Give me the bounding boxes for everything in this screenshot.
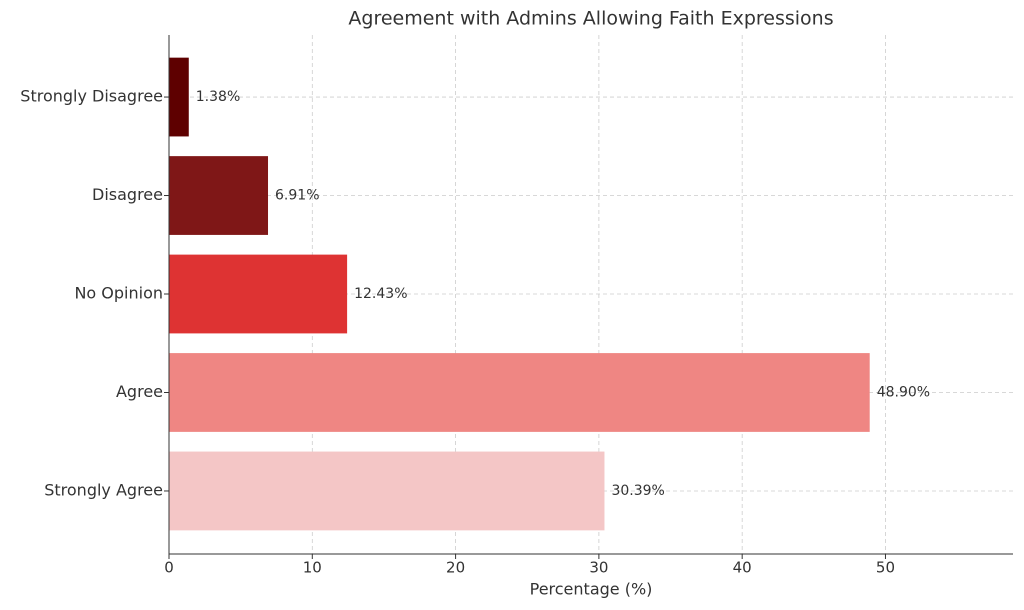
y-tick-label: Strongly Disagree (20, 87, 163, 106)
chart-title: Agreement with Admins Allowing Faith Exp… (348, 8, 833, 30)
x-tick-label: 40 (733, 559, 752, 577)
bar (169, 254, 348, 334)
bar (169, 353, 870, 432)
x-tick-label: 20 (446, 559, 465, 577)
value-label: 48.90% (877, 384, 930, 400)
bar (169, 57, 189, 137)
x-tick-label: 0 (164, 559, 174, 577)
value-label: 1.38% (196, 89, 240, 105)
value-label: 12.43% (354, 286, 407, 302)
bar (169, 156, 269, 235)
x-tick-label: 30 (589, 559, 608, 577)
x-tick-label: 50 (876, 559, 895, 577)
bar (169, 451, 605, 531)
y-tick-label: No Opinion (74, 284, 163, 303)
value-label: 30.39% (611, 483, 664, 499)
y-tick-label: Disagree (92, 185, 163, 204)
x-tick-label: 10 (303, 559, 322, 577)
value-label: 6.91% (275, 188, 319, 204)
y-tick-label: Strongly Agree (44, 480, 163, 499)
x-axis-label: Percentage (%) (530, 580, 653, 599)
y-tick-label: Agree (116, 382, 163, 401)
